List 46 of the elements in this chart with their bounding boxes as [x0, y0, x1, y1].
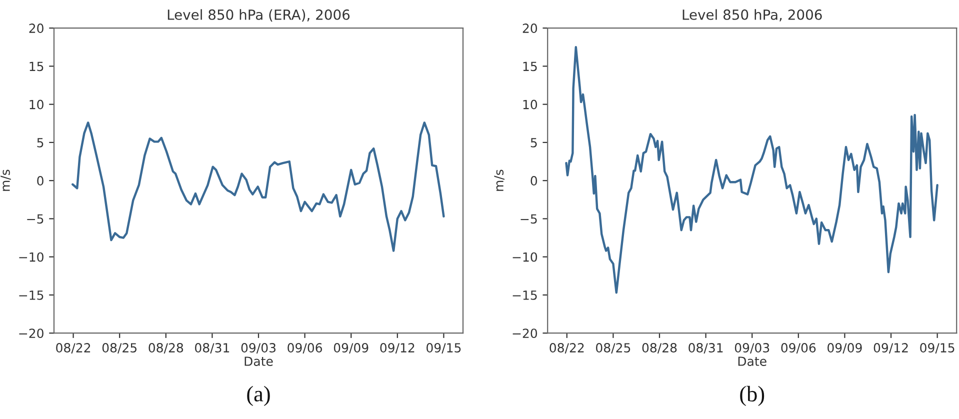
x-tick-label: 09/03: [241, 343, 276, 354]
x-tick-label: 09/03: [734, 343, 770, 354]
y-tick-label: 10: [523, 100, 538, 110]
x-tick-label: 08/25: [102, 343, 137, 354]
y-tick-label: −10: [512, 252, 538, 262]
line-series: [72, 122, 445, 252]
x-tick-label: 08/31: [688, 343, 723, 354]
x-tick-label: 09/09: [828, 343, 862, 354]
y-tick-label: −5: [520, 214, 537, 224]
y-tick-label: 10: [30, 100, 44, 110]
x-tick-label: 09/06: [781, 343, 816, 354]
x-tick-label: 09/15: [426, 343, 461, 354]
x-axis-title: Date: [738, 356, 766, 366]
y-axis-title: m/s: [0, 170, 11, 191]
text: (b): [740, 386, 764, 406]
y-tick-label: 15: [30, 62, 44, 72]
x-axis-title: Date: [244, 356, 273, 366]
y-tick-label: −20: [19, 328, 44, 338]
x-tick-label: 09/06: [288, 343, 322, 354]
x-tick-label: 08/22: [550, 343, 584, 354]
chart-title: Level 850 hPa (ERA), 2006: [168, 9, 350, 22]
text: (a): [247, 386, 270, 406]
y-tick-label: 5: [530, 138, 537, 148]
x-tick-label: 08/28: [642, 343, 677, 354]
chart-title: Level 850 hPa, 2006: [682, 9, 822, 22]
x-tick-label: 09/09: [334, 343, 368, 354]
line-series: [565, 46, 938, 294]
y-tick-label: −15: [19, 290, 44, 300]
y-tick-label: 0: [530, 176, 538, 186]
y-tick-label: 5: [37, 138, 44, 148]
y-tick-label: 20: [29, 24, 44, 33]
y-tick-label: 15: [523, 62, 537, 72]
y-tick-label: 20: [522, 24, 538, 33]
x-tick-label: 08/22: [56, 343, 90, 354]
x-tick-label: 08/28: [148, 343, 184, 354]
y-tick-label: −20: [512, 328, 538, 338]
x-tick-label: 09/15: [920, 343, 954, 354]
x-tick-label: 08/25: [596, 343, 630, 354]
y-axis-title: m/s: [494, 170, 504, 191]
x-tick-label: 09/12: [874, 343, 908, 354]
x-tick-label: 09/12: [380, 343, 414, 354]
x-tick-label: 08/31: [195, 343, 230, 354]
y-tick-label: −15: [512, 290, 537, 300]
y-tick-label: −10: [19, 252, 44, 262]
y-tick-label: −5: [27, 214, 44, 224]
y-tick-label: 0: [37, 176, 44, 186]
